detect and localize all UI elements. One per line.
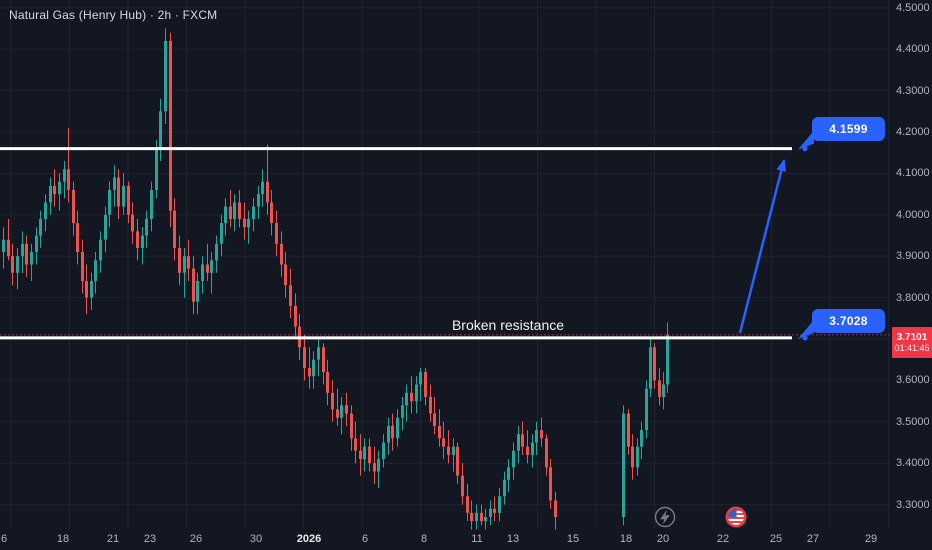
resistance-lines[interactable] (0, 130, 814, 341)
time-axis-label: 21 (106, 533, 120, 545)
price-axis-label: 4.4000 (896, 43, 930, 56)
price-axis-label: 3.9000 (896, 250, 930, 263)
price-target-badge-lower[interactable]: 3.7028 (812, 309, 885, 333)
time-axis-label: 13 (506, 533, 520, 545)
price-axis-label: 3.3000 (896, 498, 930, 511)
price-axis-label: 4.5000 (896, 1, 930, 14)
price-axis-label: 4.1000 (896, 167, 930, 180)
price-axis[interactable]: 4.5000 4.4000 4.3000 4.2000 4.1000 4.0000 3.90… (890, 0, 932, 528)
time-axis-label: 23 (143, 533, 157, 545)
time-axis-label: 22 (716, 533, 730, 545)
trend-arrow[interactable] (738, 159, 787, 334)
bar-close-countdown: 01:41:46 (894, 342, 930, 353)
price-axis-label: 3.5000 (896, 415, 930, 428)
time-axis-label: 18 (56, 533, 70, 545)
time-axis-label: 26 (189, 533, 203, 545)
time-axis[interactable]: 6 18 21 23 26 30 2026 6 8 11 13 15 18 20 22 25 27 29 (0, 529, 932, 550)
price-target-badge-upper[interactable]: 4.1599 (812, 117, 885, 141)
price-axis-label: 3.4000 (896, 457, 930, 470)
price-axis-label: 3.6000 (896, 374, 930, 387)
time-axis-label: 20 (656, 533, 670, 545)
time-axis-label: 2026 (296, 533, 322, 545)
time-axis-label: 27 (806, 533, 820, 545)
price-axis-label: 4.2000 (896, 126, 930, 138)
time-axis-label: 18 (619, 533, 633, 545)
time-axis-label: 30 (249, 533, 263, 545)
last-price-badge: 3.7101 01:41:46 (892, 327, 932, 358)
time-axis-label: 25 (769, 533, 783, 545)
time-axis-label: 15 (566, 533, 580, 545)
grid (0, 0, 890, 528)
symbol-title[interactable]: Natural Gas (Henry Hub) · 2h · FXCM (9, 8, 218, 22)
last-price-value: 3.7101 (896, 331, 928, 343)
broken-resistance-label[interactable]: Broken resistance (451, 317, 565, 333)
price-axis-label: 4.0000 (896, 208, 930, 221)
time-axis-label: 11 (471, 533, 483, 545)
time-axis-label: 6 (361, 533, 369, 545)
price-axis-label: 4.3000 (896, 84, 930, 97)
time-axis-label: 6 (0, 533, 8, 545)
quick-trade-lightning-icon[interactable] (654, 506, 676, 528)
economic-event-us-flag-icon[interactable] (725, 506, 747, 528)
time-axis-label: 29 (864, 533, 878, 545)
candles (2, 28, 669, 530)
price-axis-label: 3.8000 (896, 291, 930, 304)
time-axis-label: 8 (420, 533, 428, 545)
